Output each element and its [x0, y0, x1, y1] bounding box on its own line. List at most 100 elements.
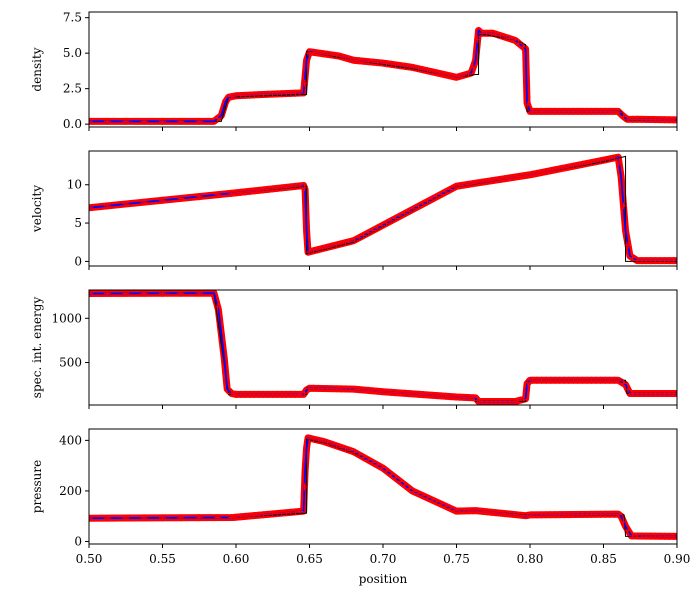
marker — [510, 173, 518, 181]
series-simulation-line — [89, 436, 677, 538]
panel-density: 0.0 2.5 5.0 7.5 density — [30, 11, 678, 131]
marker — [360, 231, 368, 239]
marker — [228, 390, 236, 397]
marker — [519, 172, 527, 180]
y-axis-label: spec. int. energy — [30, 297, 44, 399]
marker — [410, 205, 418, 213]
marker — [328, 51, 336, 59]
marker — [469, 64, 477, 72]
marker — [122, 514, 130, 522]
marker — [401, 481, 409, 489]
marker — [319, 50, 327, 58]
marker — [159, 117, 166, 125]
marker — [465, 180, 473, 188]
marker — [624, 386, 632, 394]
marker — [515, 173, 523, 181]
marker — [89, 514, 93, 522]
marker — [515, 39, 523, 47]
panel-velocity: 0 5 10 velocity — [30, 150, 678, 270]
marker — [405, 485, 413, 493]
marker — [569, 162, 577, 170]
marker — [451, 506, 459, 514]
marker — [560, 164, 568, 172]
marker — [301, 184, 309, 192]
marker — [337, 53, 345, 61]
marker — [619, 518, 627, 526]
x-tick-label: 0.65 — [296, 552, 323, 566]
marker — [619, 379, 627, 387]
marker — [387, 470, 395, 478]
axes-frame — [88, 150, 678, 267]
marker — [328, 242, 336, 250]
marker — [401, 210, 409, 218]
marker — [387, 217, 395, 225]
series-simulation-band — [89, 153, 677, 265]
marker — [392, 474, 400, 482]
marker — [401, 62, 409, 70]
marker — [383, 467, 391, 475]
y-axis-label: velocity — [30, 185, 44, 233]
marker — [519, 395, 527, 403]
marker — [446, 186, 454, 194]
marker — [474, 35, 482, 43]
marker — [383, 60, 391, 68]
marker — [405, 63, 413, 71]
y-tick-label: 200 — [59, 484, 82, 498]
marker — [373, 461, 381, 469]
marker — [542, 168, 550, 176]
marker — [524, 101, 532, 109]
marker — [214, 114, 222, 122]
marker — [528, 170, 536, 178]
marker — [446, 72, 454, 80]
marker — [437, 190, 445, 198]
marker — [378, 222, 386, 230]
marker — [670, 116, 677, 124]
marker — [610, 107, 618, 115]
marker — [455, 182, 463, 190]
y-tick-label: 400 — [59, 433, 82, 447]
marker — [228, 93, 236, 101]
marker — [547, 167, 555, 175]
marker — [103, 202, 111, 210]
axes-frame — [88, 289, 678, 406]
marker — [177, 514, 185, 522]
marker — [610, 154, 618, 162]
marker — [323, 243, 331, 251]
marker — [310, 247, 318, 255]
y-tick-label: 5 — [74, 216, 82, 230]
marker — [405, 207, 413, 215]
marker — [314, 246, 322, 254]
marker — [615, 511, 623, 519]
marker — [442, 71, 450, 79]
series-simulation-band — [89, 434, 677, 540]
marker — [619, 202, 627, 210]
marker — [396, 212, 404, 220]
marker — [103, 290, 111, 297]
marker — [437, 500, 445, 508]
axes-frame — [88, 428, 678, 545]
marker — [410, 64, 418, 72]
marker — [537, 168, 545, 176]
x-tick-label: 0.55 — [149, 552, 176, 566]
marker — [342, 445, 350, 453]
marker — [515, 397, 523, 405]
marker — [492, 176, 500, 184]
series-markers — [89, 290, 677, 405]
series-simulation-band — [89, 290, 677, 405]
y-tick-label: 10 — [67, 178, 82, 192]
marker — [533, 169, 541, 177]
marker — [442, 188, 450, 196]
marker — [451, 183, 459, 191]
marker — [478, 178, 486, 186]
marker — [419, 200, 427, 208]
marker — [615, 108, 623, 116]
marker — [177, 290, 185, 297]
marker — [428, 68, 436, 76]
marker — [159, 290, 166, 297]
marker — [159, 514, 166, 522]
series-exact-line — [89, 293, 677, 402]
marker — [501, 175, 509, 183]
marker — [578, 160, 586, 168]
marker — [296, 89, 304, 97]
